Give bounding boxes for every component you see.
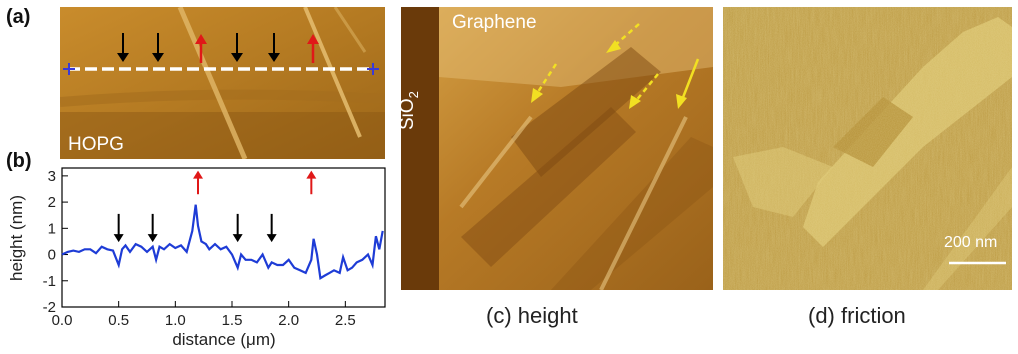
black-arrow-down bbox=[147, 213, 158, 243]
x-tick-label: 1.0 bbox=[165, 312, 186, 329]
y-tick-label: 3 bbox=[48, 168, 56, 185]
panel-c-afm-height-image bbox=[401, 7, 713, 290]
y-tick-label: 1 bbox=[48, 220, 56, 237]
red-arrow-up bbox=[193, 170, 203, 195]
panel-b-letter: (b) bbox=[6, 150, 32, 172]
x-tick-label: 2.5 bbox=[335, 312, 356, 329]
black-arrow-down bbox=[266, 213, 277, 243]
x-tick-label: 1.5 bbox=[222, 312, 243, 329]
x-tick-label: 2.0 bbox=[278, 312, 299, 329]
caption-friction: (d) friction bbox=[808, 303, 906, 328]
black-arrow-down bbox=[232, 213, 243, 243]
caption-height: (c) height bbox=[486, 303, 578, 328]
panel-a-afm-image bbox=[60, 7, 385, 159]
panel-a-letter: (a) bbox=[6, 6, 31, 28]
hopg-label: HOPG bbox=[68, 134, 124, 155]
y-tick-label: 0 bbox=[48, 247, 56, 264]
x-axis-label: distance (μm) bbox=[172, 330, 275, 349]
x-tick-label: 0.0 bbox=[52, 312, 73, 329]
y-tick-label: -2 bbox=[43, 299, 56, 316]
panel-d-afm-friction-image bbox=[723, 7, 1012, 290]
y-tick-label: 2 bbox=[48, 194, 56, 211]
profile-line bbox=[61, 204, 384, 280]
y-axis-label: height (nm) bbox=[7, 195, 26, 281]
red-arrow-up bbox=[306, 170, 317, 195]
sio2-label: SiO2 bbox=[397, 91, 421, 130]
black-arrow-down bbox=[113, 213, 124, 243]
plot-frame bbox=[61, 167, 386, 308]
y-tick-label: -1 bbox=[43, 273, 56, 290]
scale-bar-label: 200 nm bbox=[944, 234, 998, 251]
graphene-label: Graphene bbox=[452, 12, 537, 33]
x-tick-label: 0.5 bbox=[108, 312, 129, 329]
